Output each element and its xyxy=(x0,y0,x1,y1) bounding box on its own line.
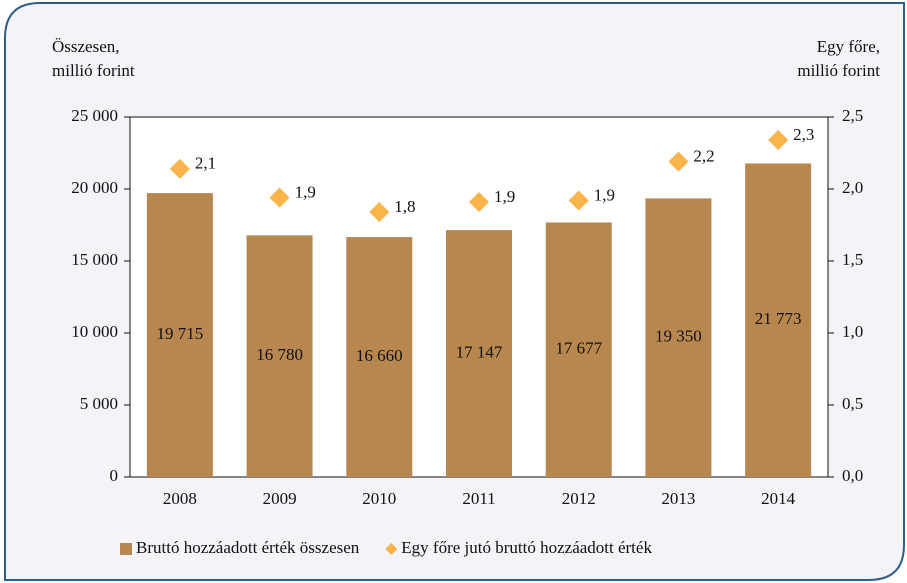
diamond-marker xyxy=(369,202,390,223)
x-tick-label: 2012 xyxy=(562,489,596,508)
y2-tick-label: 1,5 xyxy=(842,250,863,269)
bar xyxy=(745,163,812,477)
diamond-marker xyxy=(269,187,290,208)
bar-value-label: 16 780 xyxy=(256,345,303,364)
y2-tick-label: 0,5 xyxy=(842,394,863,413)
y2-tick-label: 1,0 xyxy=(842,322,863,341)
legend-swatch xyxy=(385,543,398,555)
marker-value-label: 2,2 xyxy=(693,147,714,166)
y-axis-title: millió forint xyxy=(52,61,135,80)
bar-value-label: 17 147 xyxy=(456,342,503,361)
marker-value-label: 1,9 xyxy=(494,187,515,206)
marker-value-label: 1,9 xyxy=(295,183,316,202)
bar-value-label: 19 350 xyxy=(655,327,702,346)
bar-value-label: 16 660 xyxy=(356,346,403,365)
x-tick-label: 2008 xyxy=(163,489,197,508)
y2-axis-title: millió forint xyxy=(797,61,880,80)
marker-value-label: 2,3 xyxy=(793,125,814,144)
bar-value-label: 19 715 xyxy=(156,324,203,343)
diamond-marker xyxy=(469,191,489,212)
y-tick-label: 0 xyxy=(110,466,119,485)
y-tick-label: 20 000 xyxy=(71,178,118,197)
bar xyxy=(146,193,213,477)
bar xyxy=(645,198,712,478)
y2-axis-title: Egy főre, xyxy=(817,37,880,56)
diamond-marker xyxy=(169,158,190,179)
diamond-marker xyxy=(768,130,789,151)
y-tick-label: 5 000 xyxy=(80,394,118,413)
bar xyxy=(346,237,413,477)
x-tick-label: 2009 xyxy=(263,489,297,508)
y-tick-label: 15 000 xyxy=(71,250,118,269)
y2-tick-label: 0,0 xyxy=(842,466,863,485)
diamond-marker xyxy=(568,190,589,211)
bar-value-label: 21 773 xyxy=(755,309,802,328)
legend-swatch xyxy=(120,543,132,555)
y2-tick-label: 2,0 xyxy=(842,178,863,197)
bar xyxy=(246,235,313,477)
bar xyxy=(545,222,612,477)
y-axis-title: Összesen, xyxy=(52,37,120,56)
marker-value-label: 1,9 xyxy=(594,185,615,204)
marker-value-label: 2,1 xyxy=(195,154,216,173)
marker-value-label: 1,8 xyxy=(394,197,415,216)
x-tick-label: 2014 xyxy=(761,489,796,508)
bar xyxy=(446,230,512,477)
bar-value-label: 17 677 xyxy=(555,339,602,358)
legend-label: Bruttó hozzáadott érték összesen xyxy=(136,538,360,557)
y-tick-label: 10 000 xyxy=(71,322,118,341)
x-tick-label: 2013 xyxy=(661,489,695,508)
x-tick-label: 2011 xyxy=(462,489,495,508)
y2-tick-label: 2,5 xyxy=(842,106,863,125)
y-tick-label: 25 000 xyxy=(71,106,118,125)
x-tick-label: 2010 xyxy=(362,489,396,508)
diamond-marker xyxy=(668,151,689,172)
legend-label: Egy főre jutó bruttó hozzáadott érték xyxy=(401,538,652,557)
